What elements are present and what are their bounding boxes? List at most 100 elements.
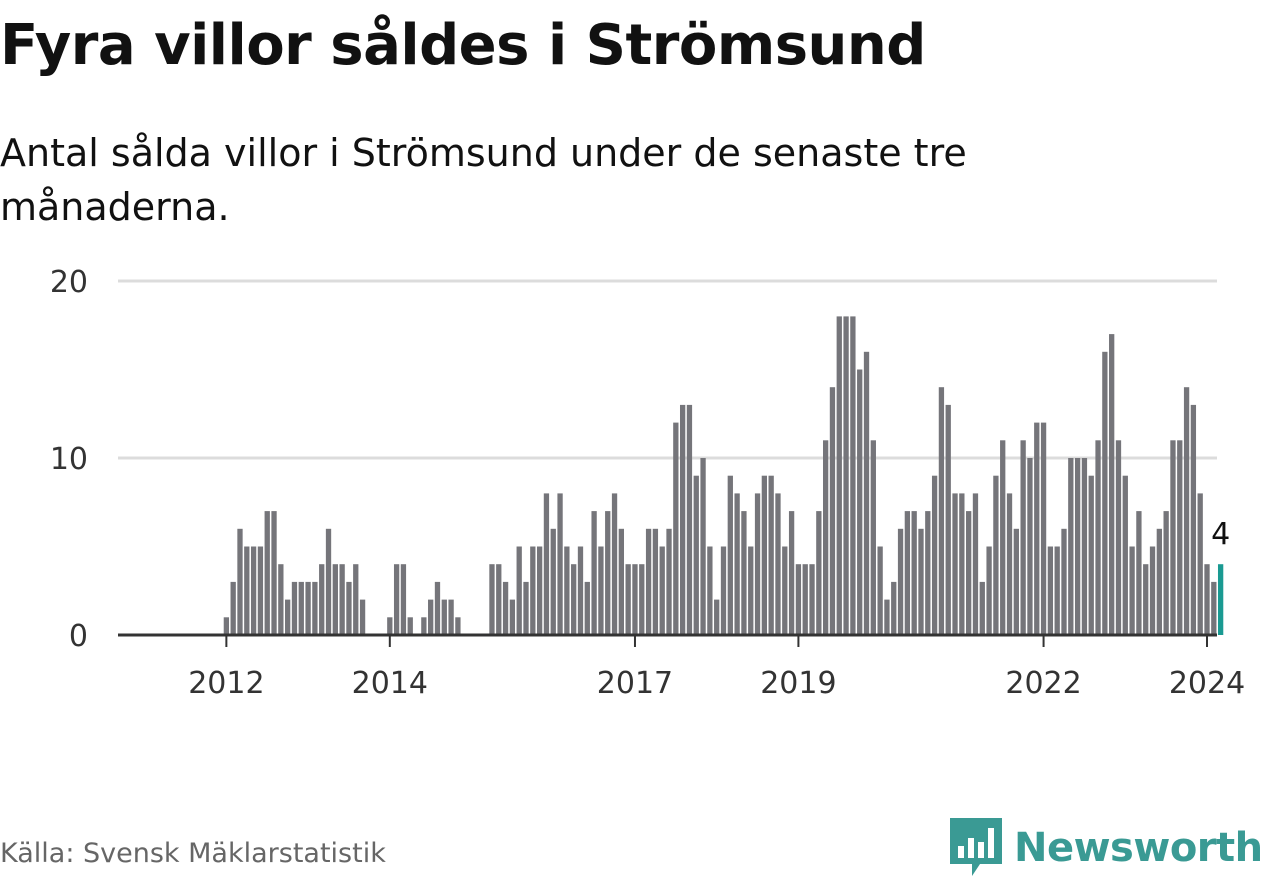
bar <box>734 493 740 635</box>
bar <box>768 475 774 635</box>
bar <box>857 369 863 635</box>
brand-name: Newsworthy <box>1014 825 1262 871</box>
bar <box>707 546 713 635</box>
bar <box>1204 564 1210 635</box>
bar <box>550 528 556 635</box>
bar <box>693 475 699 635</box>
bar <box>244 546 250 635</box>
bar <box>679 404 686 635</box>
bar <box>264 511 270 635</box>
bar <box>359 599 366 635</box>
bar <box>761 475 768 635</box>
bar <box>1061 528 1067 635</box>
bar <box>230 581 236 635</box>
bar <box>577 546 584 635</box>
bar <box>1020 440 1026 635</box>
bar <box>788 511 795 635</box>
bar <box>1095 440 1101 635</box>
bar <box>1129 546 1135 635</box>
bar <box>591 511 597 635</box>
bar <box>945 404 951 635</box>
bar <box>816 511 822 635</box>
bar <box>952 493 958 635</box>
bar <box>775 493 781 635</box>
bar <box>285 599 291 635</box>
bar <box>598 546 604 635</box>
bar <box>298 581 304 635</box>
bar <box>393 564 400 635</box>
bar <box>823 440 829 635</box>
bar <box>1006 493 1013 635</box>
bar <box>400 564 407 635</box>
bar <box>720 546 727 635</box>
bar <box>714 599 720 635</box>
x-tick-label: 2017 <box>597 666 673 701</box>
bar <box>557 493 563 635</box>
bar <box>421 617 427 635</box>
bar <box>237 528 243 635</box>
bar <box>700 458 706 635</box>
bar <box>911 511 917 635</box>
bar <box>727 475 733 635</box>
bar <box>1115 440 1122 635</box>
bar <box>748 546 754 635</box>
bar <box>972 493 979 635</box>
bar <box>584 581 590 635</box>
newsworthy-logo-icon <box>950 818 1002 876</box>
bar <box>673 422 679 635</box>
bar <box>741 511 747 635</box>
bar <box>1197 493 1203 635</box>
bar <box>843 316 849 635</box>
bar <box>502 581 509 635</box>
bar <box>1143 564 1149 635</box>
bar <box>618 528 624 635</box>
bar <box>496 564 502 635</box>
bar <box>931 475 938 635</box>
bar <box>897 528 904 635</box>
bar <box>1109 334 1115 635</box>
bar <box>278 564 284 635</box>
bar <box>1156 528 1162 635</box>
bar <box>802 564 808 635</box>
bar <box>564 546 570 635</box>
bar <box>1136 511 1142 635</box>
bar <box>1054 546 1060 635</box>
chart-title: Fyra villor såldes i Strömsund <box>0 13 926 78</box>
bar <box>870 440 876 635</box>
bar <box>652 528 659 635</box>
bar <box>1000 440 1006 635</box>
bar <box>523 581 529 635</box>
bar <box>666 528 672 635</box>
bar <box>1034 422 1040 635</box>
bar <box>407 617 413 635</box>
x-tick-label: 2024 <box>1169 666 1245 701</box>
chart-subtitle: Antal sålda villor i Strömsund under de … <box>0 131 967 229</box>
bar <box>891 581 897 635</box>
bar <box>925 511 931 635</box>
brand: Newsworthy <box>950 818 1262 878</box>
bar <box>543 493 550 635</box>
bar <box>353 564 359 635</box>
bar <box>516 546 522 635</box>
bar <box>877 546 883 635</box>
bar <box>829 387 836 635</box>
bar <box>986 546 992 635</box>
bar <box>250 546 257 635</box>
bar <box>530 546 536 635</box>
bar <box>428 599 434 635</box>
bar <box>809 564 815 635</box>
bar <box>509 599 516 635</box>
source-note: Källa: Svensk Mäklarstatistik <box>0 838 386 869</box>
bar <box>993 475 999 635</box>
x-tick-label: 2022 <box>1005 666 1081 701</box>
bar <box>312 581 318 635</box>
bar <box>346 581 352 635</box>
bar <box>257 546 264 635</box>
bar <box>918 528 924 635</box>
bar <box>1013 528 1019 635</box>
bar <box>571 564 577 635</box>
bar <box>489 564 495 635</box>
bar <box>1122 475 1128 635</box>
bar <box>979 581 985 635</box>
bar <box>605 511 611 635</box>
